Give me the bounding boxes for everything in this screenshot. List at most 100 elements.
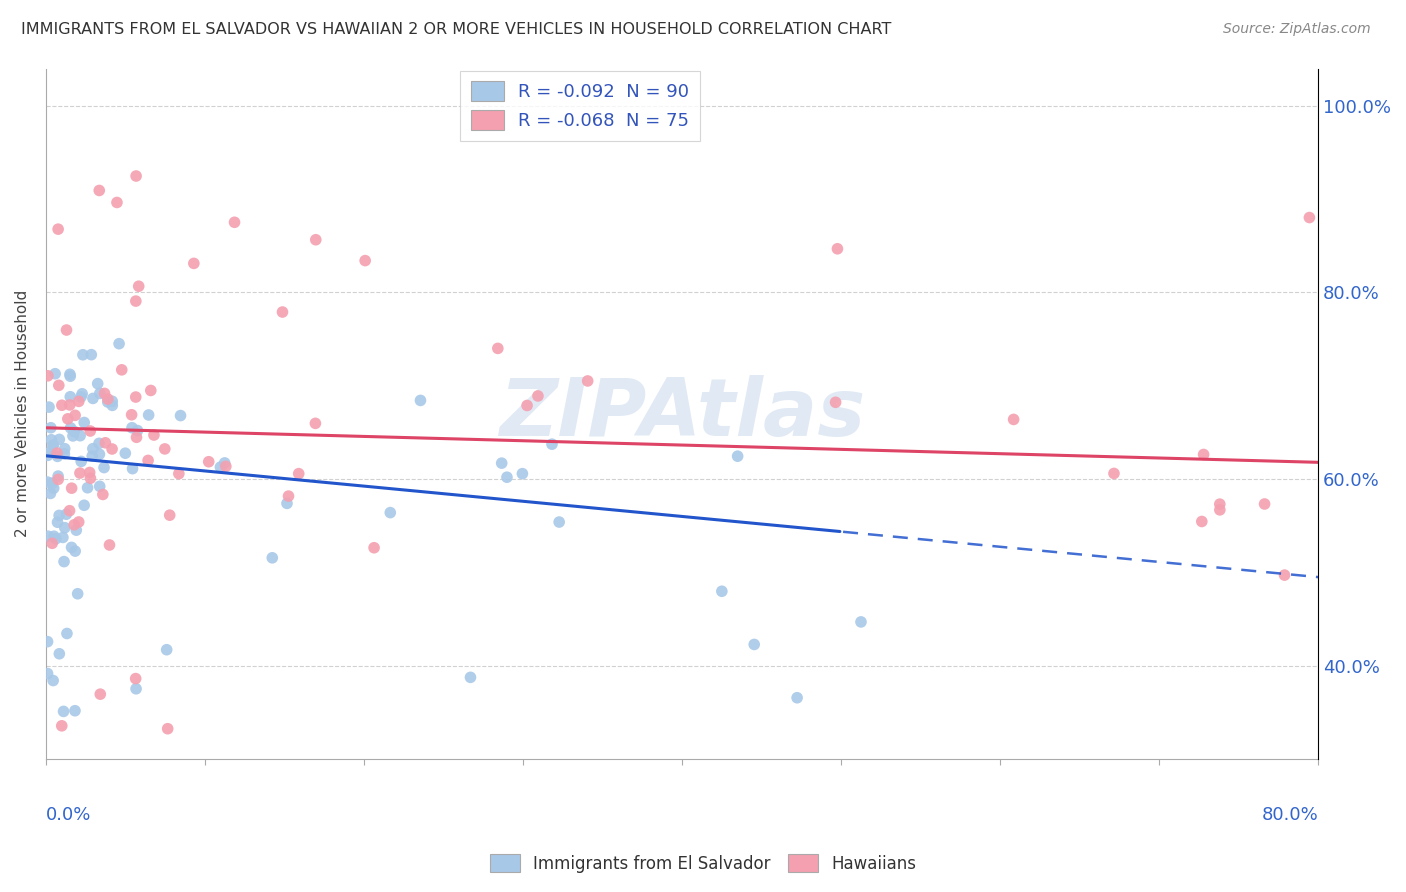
Immigrants from El Salvador: [262, 550, 284, 565]
Hawaiians: [1192, 448, 1215, 462]
Hawaiians: [46, 472, 69, 486]
Immigrants from El Salvador: [46, 515, 69, 529]
Immigrants from El Salvador: [42, 438, 65, 452]
Immigrants from El Salvador: [121, 461, 143, 475]
Hawaiians: [101, 442, 124, 456]
Immigrants from El Salvador: [37, 666, 59, 681]
Hawaiians: [136, 453, 159, 467]
Immigrants from El Salvador: [39, 444, 62, 458]
Hawaiians: [271, 305, 294, 319]
Immigrants from El Salvador: [86, 376, 108, 391]
Y-axis label: 2 or more Vehicles in Household: 2 or more Vehicles in Household: [15, 290, 30, 537]
Hawaiians: [121, 408, 143, 422]
Immigrants from El Salvador: [45, 532, 67, 546]
Immigrants from El Salvador: [73, 416, 96, 430]
Legend: R = -0.092  N = 90, R = -0.068  N = 75: R = -0.092 N = 90, R = -0.068 N = 75: [461, 70, 700, 141]
Hawaiians: [197, 455, 219, 469]
Immigrants from El Salvador: [125, 681, 148, 696]
Immigrants from El Salvador: [69, 428, 91, 442]
Immigrants from El Salvador: [380, 506, 402, 520]
Legend: Immigrants from El Salvador, Hawaiians: Immigrants from El Salvador, Hawaiians: [484, 847, 922, 880]
Hawaiians: [56, 412, 79, 426]
Hawaiians: [305, 233, 328, 247]
Hawaiians: [354, 253, 377, 268]
Hawaiians: [46, 222, 69, 236]
Hawaiians: [516, 399, 538, 413]
Hawaiians: [37, 368, 59, 383]
Immigrants from El Salvador: [491, 456, 513, 470]
Immigrants from El Salvador: [101, 398, 124, 412]
Immigrants from El Salvador: [48, 647, 70, 661]
Immigrants from El Salvador: [276, 496, 298, 510]
Hawaiians: [125, 390, 148, 404]
Text: IMMIGRANTS FROM EL SALVADOR VS HAWAIIAN 2 OR MORE VEHICLES IN HOUSEHOLD CORRELAT: IMMIGRANTS FROM EL SALVADOR VS HAWAIIAN …: [21, 22, 891, 37]
Immigrants from El Salvador: [62, 429, 84, 443]
Text: Source: ZipAtlas.com: Source: ZipAtlas.com: [1223, 22, 1371, 37]
Immigrants from El Salvador: [70, 390, 93, 404]
Hawaiians: [277, 489, 299, 503]
Hawaiians: [1002, 412, 1025, 426]
Hawaiians: [167, 467, 190, 481]
Hawaiians: [63, 409, 86, 423]
Hawaiians: [89, 184, 111, 198]
Immigrants from El Salvador: [727, 449, 749, 463]
Hawaiians: [125, 169, 148, 183]
Immigrants from El Salvador: [496, 470, 519, 484]
Hawaiians: [304, 417, 326, 431]
Immigrants from El Salvador: [82, 449, 104, 463]
Immigrants from El Salvador: [849, 615, 872, 629]
Hawaiians: [1209, 497, 1232, 511]
Hawaiians: [91, 487, 114, 501]
Hawaiians: [124, 672, 146, 686]
Immigrants from El Salvador: [70, 386, 93, 401]
Hawaiians: [159, 508, 181, 523]
Immigrants from El Salvador: [39, 421, 62, 435]
Immigrants from El Salvador: [56, 626, 79, 640]
Hawaiians: [105, 195, 128, 210]
Hawaiians: [287, 467, 309, 481]
Immigrants from El Salvador: [59, 421, 82, 435]
Hawaiians: [79, 424, 101, 438]
Hawaiians: [1298, 211, 1320, 225]
Immigrants from El Salvador: [66, 587, 89, 601]
Immigrants from El Salvador: [63, 704, 86, 718]
Hawaiians: [363, 541, 385, 555]
Hawaiians: [1274, 568, 1296, 582]
Immigrants from El Salvador: [114, 446, 136, 460]
Immigrants from El Salvador: [89, 386, 111, 401]
Immigrants from El Salvador: [42, 673, 65, 688]
Immigrants from El Salvador: [37, 475, 59, 489]
Hawaiians: [153, 442, 176, 456]
Immigrants from El Salvador: [73, 498, 96, 512]
Text: ZIPAtlas: ZIPAtlas: [499, 375, 865, 453]
Immigrants from El Salvador: [59, 390, 82, 404]
Immigrants from El Salvador: [70, 454, 93, 468]
Hawaiians: [111, 363, 134, 377]
Immigrants from El Salvador: [59, 369, 82, 384]
Hawaiians: [139, 384, 162, 398]
Immigrants from El Salvador: [53, 555, 76, 569]
Immigrants from El Salvador: [37, 448, 59, 462]
Immigrants from El Salvador: [82, 392, 104, 406]
Hawaiians: [1361, 523, 1384, 537]
Hawaiians: [48, 378, 70, 392]
Immigrants from El Salvador: [48, 433, 70, 447]
Immigrants from El Salvador: [65, 523, 87, 537]
Immigrants from El Salvador: [63, 544, 86, 558]
Immigrants from El Salvador: [548, 515, 571, 529]
Hawaiians: [1333, 683, 1355, 698]
Immigrants from El Salvador: [214, 456, 236, 470]
Immigrants from El Salvador: [53, 521, 76, 535]
Immigrants from El Salvador: [156, 642, 179, 657]
Hawaiians: [60, 481, 83, 495]
Immigrants from El Salvador: [127, 424, 149, 438]
Hawaiians: [46, 446, 69, 460]
Immigrants from El Salvador: [541, 437, 564, 451]
Immigrants from El Salvador: [53, 447, 76, 461]
Hawaiians: [128, 279, 150, 293]
Hawaiians: [183, 256, 205, 270]
Immigrants from El Salvador: [97, 395, 120, 409]
Immigrants from El Salvador: [169, 409, 191, 423]
Immigrants from El Salvador: [60, 541, 83, 555]
Hawaiians: [1191, 515, 1213, 529]
